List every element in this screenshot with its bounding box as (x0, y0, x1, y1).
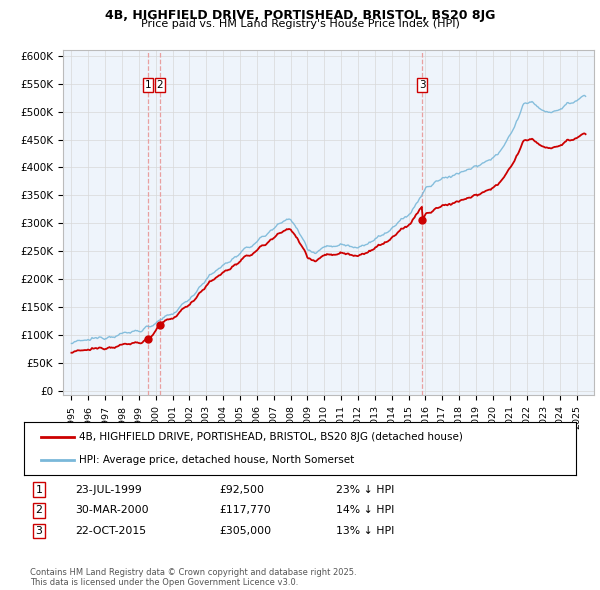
Text: 23% ↓ HPI: 23% ↓ HPI (336, 485, 394, 494)
Text: Contains HM Land Registry data © Crown copyright and database right 2025.
This d: Contains HM Land Registry data © Crown c… (30, 568, 356, 587)
Text: £305,000: £305,000 (219, 526, 271, 536)
Text: 3: 3 (419, 80, 425, 90)
Text: 3: 3 (35, 526, 43, 536)
Text: 2: 2 (157, 80, 163, 90)
Text: £117,770: £117,770 (219, 506, 271, 515)
Text: 30-MAR-2000: 30-MAR-2000 (75, 506, 149, 515)
Text: 13% ↓ HPI: 13% ↓ HPI (336, 526, 394, 536)
Text: 4B, HIGHFIELD DRIVE, PORTISHEAD, BRISTOL, BS20 8JG: 4B, HIGHFIELD DRIVE, PORTISHEAD, BRISTOL… (105, 9, 495, 22)
Text: 1: 1 (35, 485, 43, 494)
Text: £92,500: £92,500 (219, 485, 264, 494)
Text: Price paid vs. HM Land Registry's House Price Index (HPI): Price paid vs. HM Land Registry's House … (140, 19, 460, 30)
Text: 22-OCT-2015: 22-OCT-2015 (75, 526, 146, 536)
Text: HPI: Average price, detached house, North Somerset: HPI: Average price, detached house, Nort… (79, 455, 355, 465)
Text: 2: 2 (35, 506, 43, 515)
Text: 1: 1 (145, 80, 151, 90)
Text: 14% ↓ HPI: 14% ↓ HPI (336, 506, 394, 515)
Text: 23-JUL-1999: 23-JUL-1999 (75, 485, 142, 494)
Text: 4B, HIGHFIELD DRIVE, PORTISHEAD, BRISTOL, BS20 8JG (detached house): 4B, HIGHFIELD DRIVE, PORTISHEAD, BRISTOL… (79, 432, 463, 442)
